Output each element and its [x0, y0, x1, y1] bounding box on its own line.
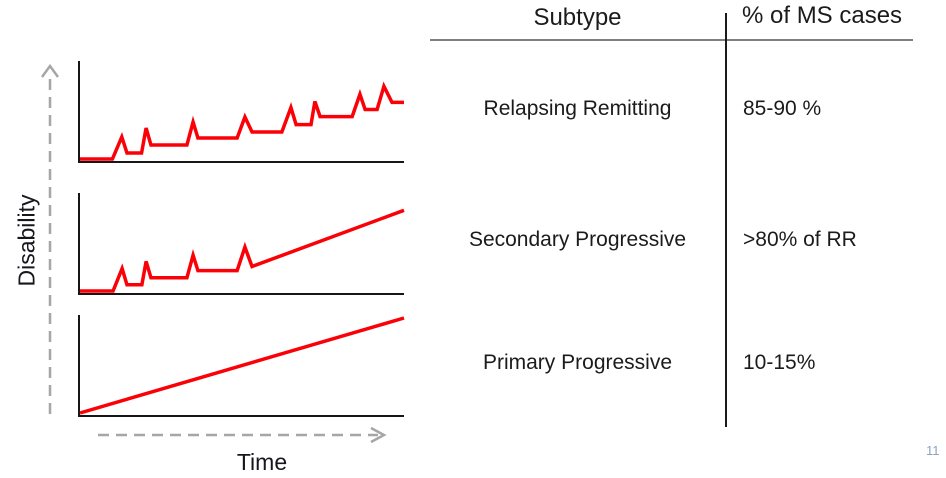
chart-relapsing-remitting — [78, 61, 404, 163]
table-row-value: 85-90 % — [743, 97, 822, 120]
table-row-subtype: Secondary Progressive — [468, 228, 687, 251]
secondary-progressive-line — [80, 193, 404, 293]
relapsing-remitting-line — [80, 61, 404, 161]
chart-primary-progressive — [78, 315, 404, 417]
right-arrow-icon — [98, 426, 387, 444]
table-column-divider — [725, 13, 727, 427]
y-axis-label: Disability — [13, 194, 40, 287]
table-row-value: >80% of RR — [743, 228, 857, 251]
chart-secondary-progressive — [78, 193, 404, 295]
page-number: 11 — [926, 443, 940, 458]
table-row-value: 10-15% — [743, 351, 816, 374]
x-axis-label: Time — [236, 449, 288, 475]
table-header-underline — [430, 39, 913, 41]
table-row-subtype: Primary Progressive — [482, 351, 673, 374]
table-header-percent-of-ms-cases: % of MS cases — [742, 2, 903, 29]
primary-progressive-line — [80, 315, 404, 415]
up-arrow-icon — [40, 63, 60, 414]
table-header-subtype: Subtype — [533, 4, 622, 31]
table-row-subtype: Relapsing Remitting — [483, 97, 672, 120]
